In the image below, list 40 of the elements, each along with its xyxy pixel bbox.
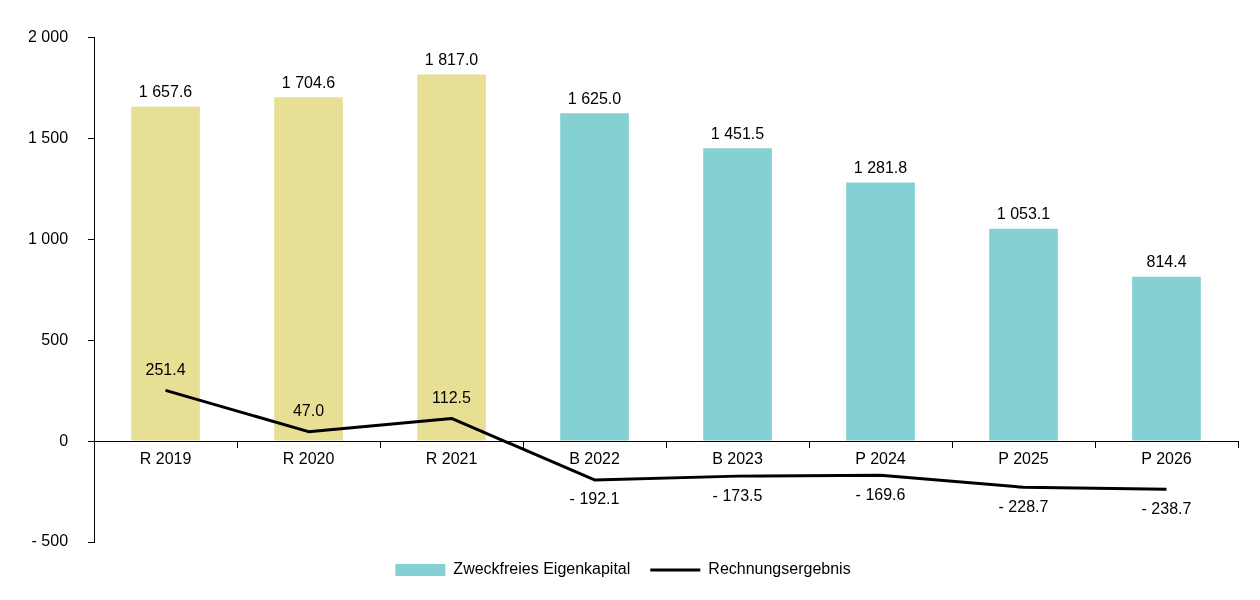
data-label: 112.5: [432, 388, 472, 406]
x-tick-label: R 2020: [282, 450, 335, 468]
bar: [274, 97, 343, 441]
bar: [560, 113, 629, 441]
x-tick-label: R 2021: [425, 450, 478, 468]
y-tick-label: - 500: [31, 532, 69, 550]
y-tick-label: 1 500: [27, 128, 69, 146]
data-label: - 173.5: [712, 486, 763, 504]
data-label: 814.4: [1146, 253, 1187, 271]
legend-label: Rechnungsergebnis: [708, 560, 851, 578]
bar: [1132, 276, 1201, 441]
legend-label: Zweckfreies Eigenkapital: [453, 560, 631, 578]
bar: [846, 182, 915, 441]
data-label: 1 817.0: [424, 50, 479, 68]
x-tick-label: R 2019: [139, 450, 192, 468]
data-label: 1 451.5: [710, 124, 765, 142]
y-tick-label: 500: [41, 330, 69, 348]
data-label: 1 281.8: [853, 158, 908, 176]
x-tick-label: P 2026: [1141, 450, 1192, 468]
bar: [989, 228, 1058, 441]
x-tick-label: P 2024: [855, 450, 906, 468]
data-label: 1 657.6: [138, 83, 193, 101]
data-label: 47.0: [292, 402, 325, 420]
bar: [703, 148, 772, 441]
x-tick-label: B 2022: [569, 450, 620, 468]
x-tick-label: P 2025: [998, 450, 1049, 468]
data-label: - 169.6: [855, 485, 906, 503]
data-label: - 238.7: [1141, 499, 1192, 517]
bar: [417, 74, 486, 441]
bar: [131, 106, 200, 441]
data-label: 1 625.0: [567, 89, 622, 107]
y-tick-label: 0: [59, 431, 69, 449]
data-label: - 192.1: [569, 490, 620, 508]
x-tick-label: B 2023: [712, 450, 763, 468]
y-tick-label: 2 000: [27, 28, 69, 46]
data-label: 251.4: [145, 360, 186, 378]
data-label: 1 053.1: [996, 205, 1051, 223]
data-label: - 228.7: [998, 497, 1049, 515]
y-tick-label: 1 000: [27, 229, 69, 247]
data-label: 1 704.6: [281, 73, 336, 91]
